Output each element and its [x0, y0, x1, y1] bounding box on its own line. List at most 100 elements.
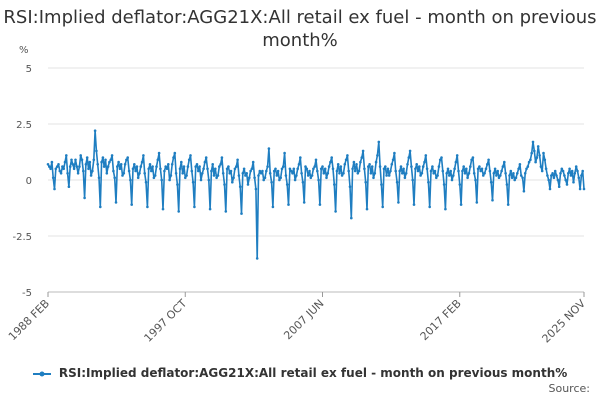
data-point[interactable]	[424, 154, 428, 157]
data-point[interactable]	[356, 172, 360, 175]
data-point[interactable]	[206, 167, 209, 171]
data-point[interactable]	[165, 167, 169, 171]
data-point[interactable]	[93, 129, 97, 132]
data-point[interactable]	[329, 160, 332, 164]
data-point[interactable]	[444, 207, 447, 211]
data-point[interactable]	[399, 165, 403, 168]
data-point[interactable]	[194, 165, 197, 168]
data-point[interactable]	[177, 210, 180, 213]
data-point[interactable]	[105, 172, 109, 175]
data-point[interactable]	[474, 178, 477, 182]
data-point[interactable]	[49, 167, 52, 171]
data-point[interactable]	[190, 169, 194, 173]
data-point[interactable]	[300, 172, 303, 175]
data-point[interactable]	[492, 172, 496, 175]
data-point[interactable]	[351, 167, 354, 171]
data-point[interactable]	[465, 167, 468, 171]
data-point[interactable]	[425, 167, 429, 171]
data-point[interactable]	[153, 174, 157, 177]
data-point[interactable]	[489, 180, 493, 184]
data-point[interactable]	[381, 205, 385, 209]
data-point[interactable]	[438, 158, 442, 162]
data-point[interactable]	[240, 212, 243, 215]
data-point[interactable]	[140, 160, 144, 164]
data-point[interactable]	[122, 172, 126, 175]
data-point[interactable]	[215, 176, 218, 180]
data-point[interactable]	[302, 201, 306, 204]
data-point[interactable]	[435, 176, 438, 180]
data-point[interactable]	[395, 180, 399, 184]
data-point[interactable]	[207, 178, 211, 182]
data-point[interactable]	[127, 169, 131, 173]
data-point[interactable]	[197, 169, 200, 173]
data-point[interactable]	[384, 165, 387, 168]
data-point[interactable]	[237, 174, 241, 177]
data-point[interactable]	[236, 158, 239, 162]
data-point[interactable]	[557, 185, 561, 188]
data-point[interactable]	[62, 167, 65, 171]
data-point[interactable]	[499, 174, 502, 177]
data-point[interactable]	[271, 205, 275, 209]
data-point[interactable]	[193, 205, 196, 209]
data-point[interactable]	[261, 169, 264, 173]
data-point[interactable]	[453, 167, 456, 171]
data-point[interactable]	[63, 160, 67, 164]
data-point[interactable]	[459, 203, 463, 206]
data-point[interactable]	[262, 178, 266, 182]
data-point[interactable]	[185, 174, 188, 177]
data-point[interactable]	[367, 165, 370, 168]
data-point[interactable]	[186, 165, 190, 168]
data-point[interactable]	[108, 160, 111, 164]
data-point[interactable]	[344, 158, 348, 162]
data-point[interactable]	[550, 174, 553, 177]
data-point[interactable]	[54, 167, 58, 171]
data-point[interactable]	[493, 167, 497, 171]
data-point[interactable]	[357, 169, 361, 173]
data-point[interactable]	[530, 151, 533, 155]
data-point[interactable]	[129, 178, 132, 182]
data-point[interactable]	[214, 167, 217, 171]
data-point[interactable]	[280, 167, 284, 171]
data-point[interactable]	[210, 169, 213, 173]
data-point[interactable]	[533, 149, 536, 153]
data-point[interactable]	[167, 163, 170, 166]
data-point[interactable]	[66, 172, 69, 175]
data-point[interactable]	[440, 156, 443, 159]
data-point[interactable]	[146, 205, 149, 209]
data-point[interactable]	[333, 183, 336, 186]
data-point[interactable]	[301, 180, 305, 184]
data-point[interactable]	[386, 167, 390, 171]
data-point[interactable]	[71, 163, 75, 166]
data-point[interactable]	[117, 160, 120, 164]
data-point[interactable]	[267, 147, 271, 150]
data-point[interactable]	[78, 165, 81, 168]
data-point[interactable]	[306, 174, 310, 177]
data-point[interactable]	[227, 165, 230, 168]
data-point[interactable]	[542, 151, 545, 155]
data-point[interactable]	[83, 196, 86, 200]
data-point[interactable]	[187, 158, 191, 162]
data-point[interactable]	[199, 178, 203, 182]
data-point[interactable]	[372, 176, 375, 180]
data-point[interactable]	[488, 169, 492, 173]
data-point[interactable]	[255, 257, 259, 260]
data-point[interactable]	[503, 160, 506, 164]
data-point[interactable]	[352, 160, 356, 164]
data-point[interactable]	[484, 167, 488, 171]
data-point[interactable]	[564, 178, 567, 182]
data-point[interactable]	[59, 172, 63, 175]
data-point[interactable]	[463, 172, 467, 175]
data-point[interactable]	[570, 169, 574, 173]
data-point[interactable]	[268, 172, 272, 175]
data-point[interactable]	[270, 180, 273, 184]
data-point[interactable]	[410, 165, 413, 168]
data-point[interactable]	[411, 178, 415, 182]
data-point[interactable]	[334, 210, 337, 213]
data-point[interactable]	[568, 167, 571, 171]
data-point[interactable]	[144, 180, 148, 184]
data-point[interactable]	[275, 174, 279, 177]
data-point[interactable]	[148, 163, 152, 166]
data-point[interactable]	[201, 172, 204, 175]
data-point[interactable]	[361, 149, 365, 153]
data-point[interactable]	[577, 176, 581, 180]
